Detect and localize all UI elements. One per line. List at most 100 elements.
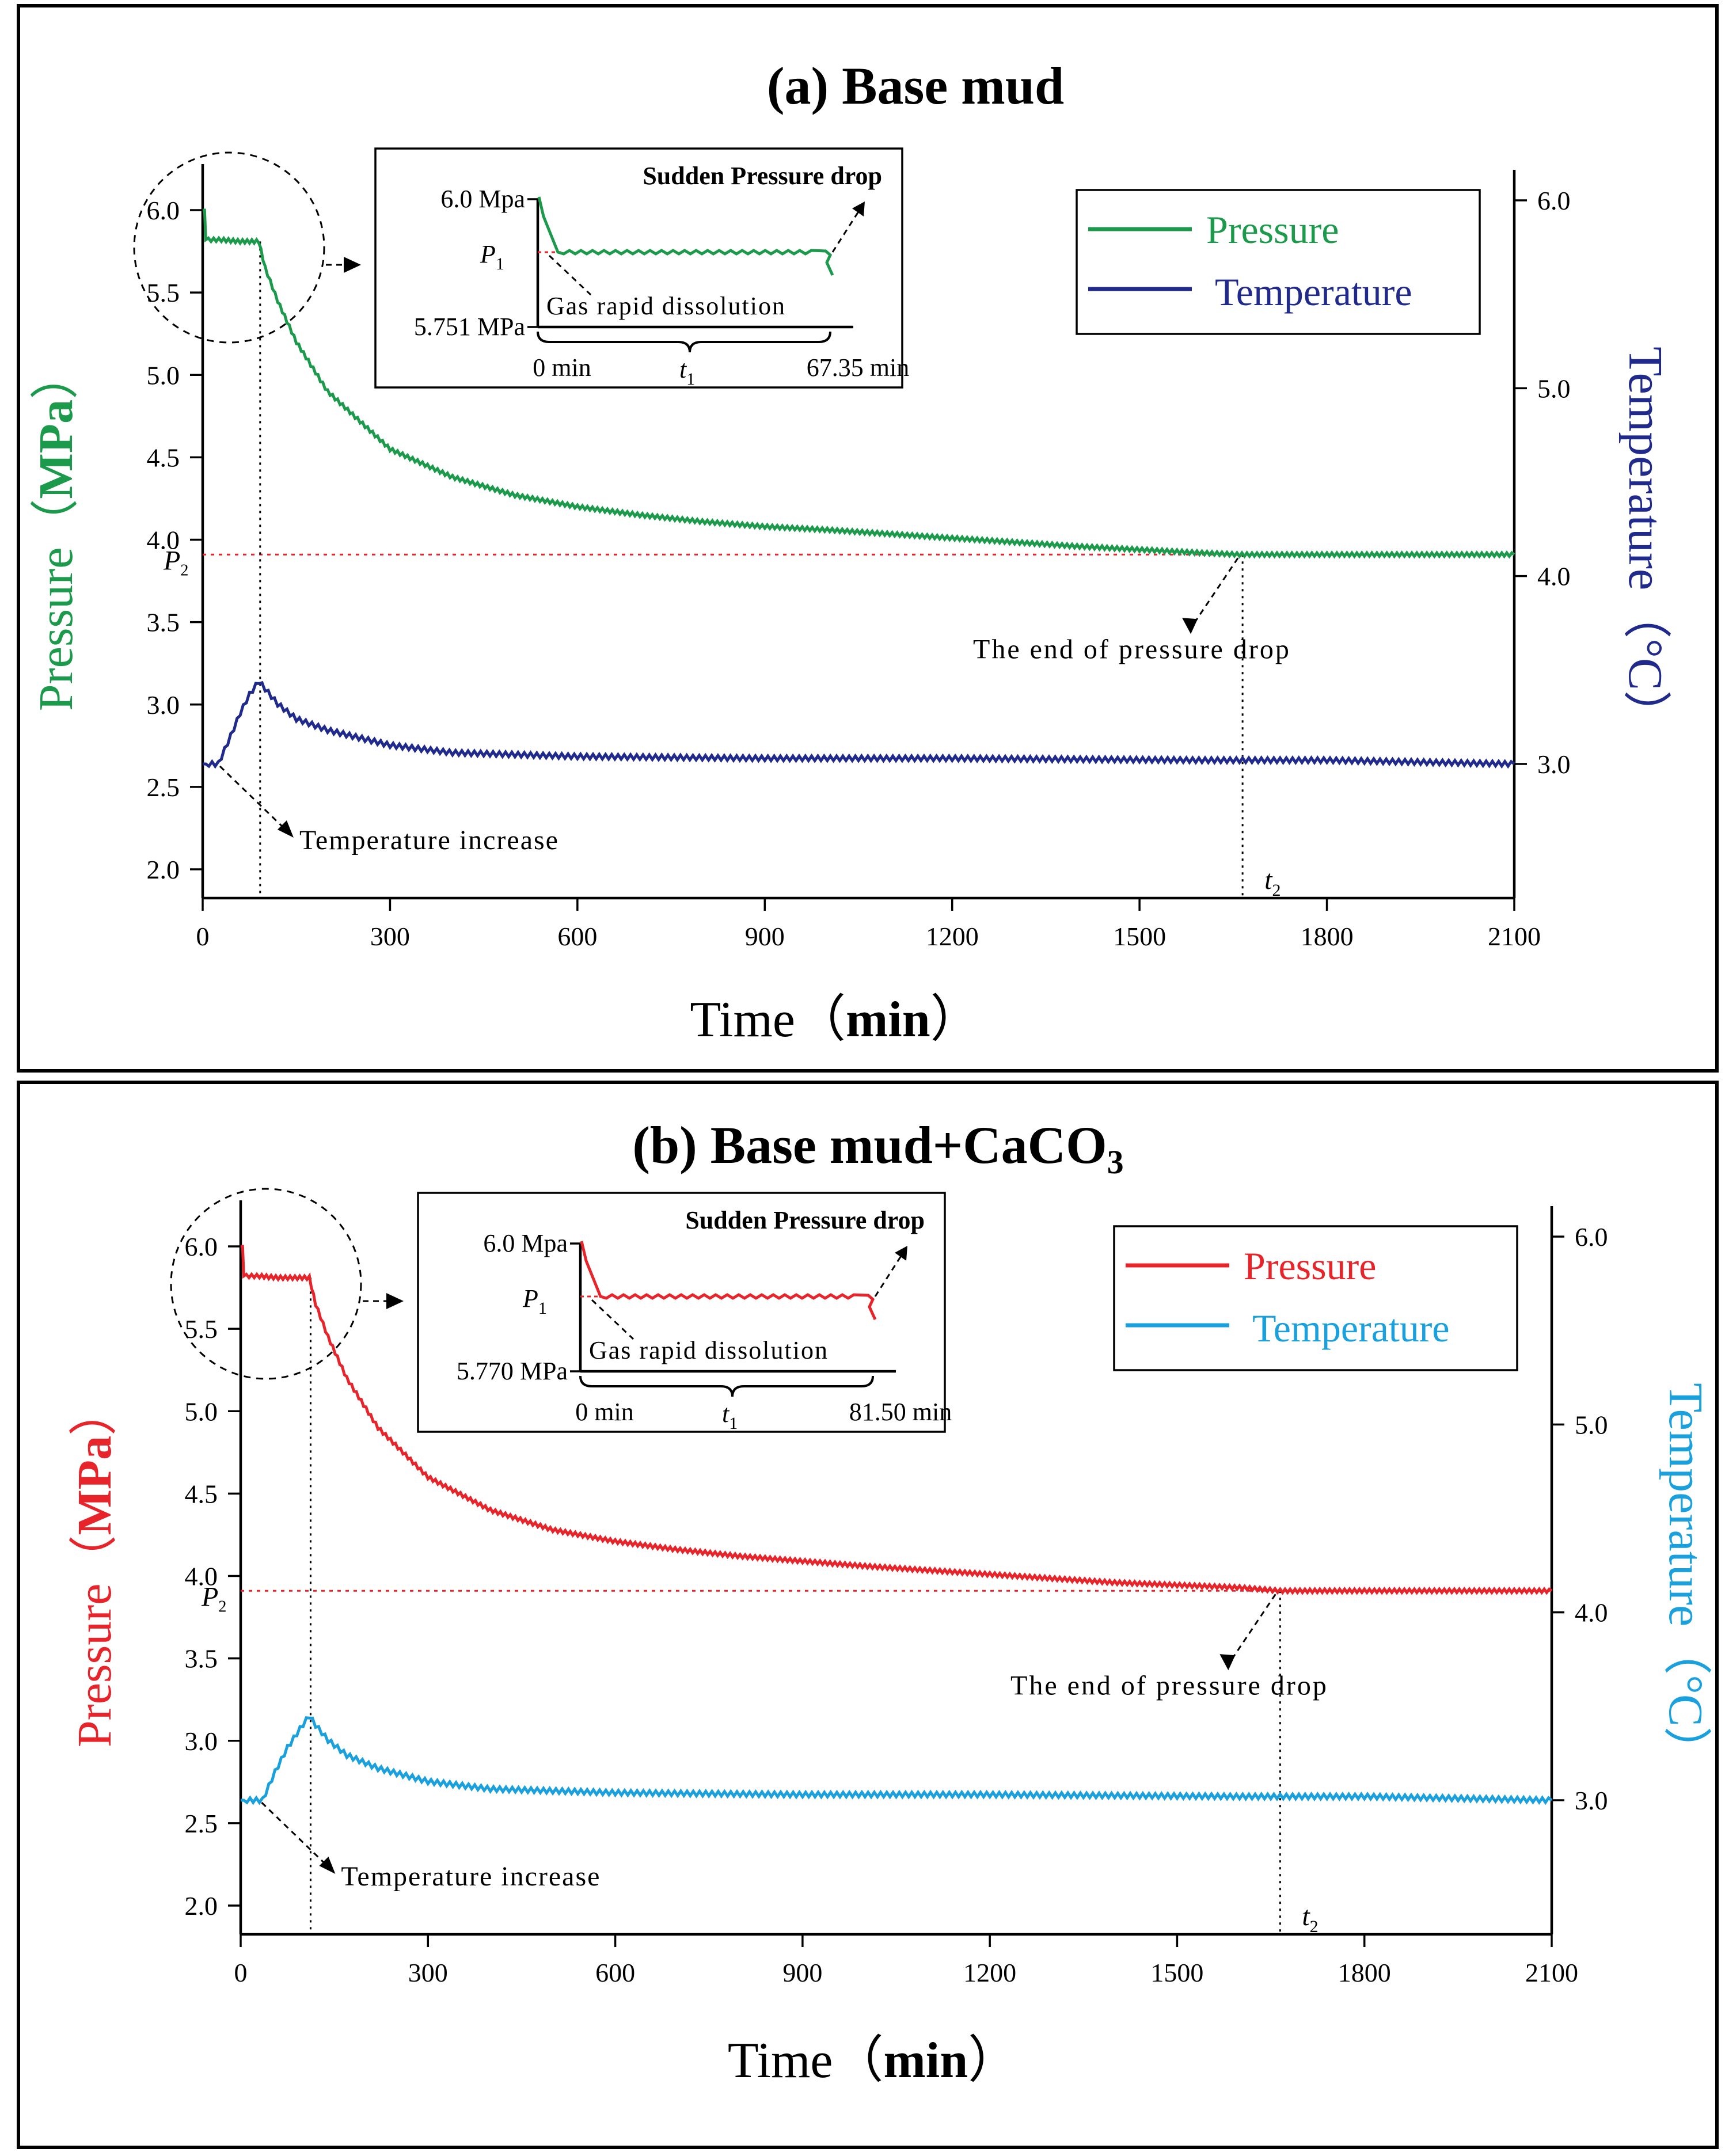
- y2-tick-label: 5.0: [1575, 1410, 1608, 1439]
- x-axis-title: Time（min）: [690, 992, 981, 1048]
- x-tick-label: 1800: [1301, 922, 1354, 951]
- inset-t1-label-main: t: [722, 1400, 730, 1428]
- x-axis-title-close: ）: [968, 2033, 1019, 2089]
- y-tick-label: 2.5: [147, 773, 180, 802]
- x-tick-label: 1200: [926, 922, 979, 951]
- end-drop-label: The end of pressure drop: [973, 634, 1291, 664]
- x-axis-title-text: Time（: [728, 2033, 884, 2089]
- y2-axis-title: Temperature（°C）: [1618, 347, 1672, 739]
- inset-x-end: 81.50 min: [849, 1398, 952, 1426]
- y2-tick-label: 3.0: [1575, 1786, 1608, 1815]
- y-tick-label: 2.0: [185, 1891, 218, 1921]
- y-tick-label: 4.0: [147, 526, 180, 555]
- legend-pressure-label: Pressure: [1206, 208, 1339, 252]
- chart-title-sub: 3: [1107, 1143, 1124, 1181]
- y-axis-title-unit: MPa: [68, 1436, 121, 1535]
- y-tick-label: 6.0: [185, 1232, 218, 1261]
- inset-dissolution-label: Gas rapid dissolution: [546, 292, 786, 320]
- y-axis-title-text: Pressure（: [29, 499, 83, 712]
- inset-brace: [537, 331, 831, 353]
- inset-dissolution-label: Gas rapid dissolution: [589, 1336, 829, 1364]
- y2-tick-label: 6.0: [1537, 186, 1571, 215]
- y-axis-title: Pressure（MPa）: [29, 351, 83, 711]
- y-tick-label: 6.0: [147, 196, 180, 225]
- inset-t1-label-sub: 1: [686, 370, 695, 389]
- x-axis-title-close: ）: [930, 992, 981, 1048]
- legend-temperature-label: Temperature: [1215, 270, 1412, 314]
- y-tick-label: 4.0: [185, 1562, 218, 1591]
- inset-p1-label-main: P: [480, 240, 496, 268]
- x-tick-label: 300: [408, 1958, 448, 1987]
- x-tick-label: 1200: [963, 1958, 1016, 1987]
- legend: Pressure Temperature: [1113, 1225, 1518, 1371]
- inset-p1-label: P1: [480, 240, 504, 273]
- end-drop-label: The end of pressure drop: [1010, 1670, 1328, 1701]
- temp-increase-label: Temperature increase: [299, 825, 559, 855]
- y-axis-title-close: ）: [68, 1387, 121, 1436]
- temp-increase-arrow: [219, 765, 287, 831]
- p2-label-main: P: [163, 545, 180, 576]
- temp-increase-arrowhead: [277, 820, 294, 838]
- p2-label-sub: 2: [218, 1598, 226, 1615]
- t2-label: t2: [1264, 865, 1281, 900]
- inset-top-label: 6.0 Mpa: [483, 1229, 568, 1257]
- x-tick-label: 2100: [1525, 1958, 1578, 1987]
- legend-pressure-label: Pressure: [1244, 1244, 1376, 1288]
- x-tick-label: 900: [782, 1958, 822, 1987]
- t2-label: t2: [1302, 1901, 1318, 1936]
- y2-tick-label: 5.0: [1537, 374, 1571, 403]
- panel-b: (b) Base mud+CaCO3 0 300 600 900 1200 1500 1800…: [17, 1081, 1719, 2149]
- y-axis-title-text: Pressure（: [68, 1535, 121, 1748]
- inset-border: [417, 1192, 946, 1433]
- inset-pressure-trace: [537, 196, 834, 276]
- series-pressure: [203, 208, 1515, 559]
- y-tick-label: 4.5: [147, 443, 180, 472]
- y-tick-label: 4.5: [185, 1479, 218, 1508]
- x-tick-label: 1500: [1150, 1958, 1203, 1987]
- y-tick-label: 5.5: [185, 1314, 218, 1344]
- x-tick-label: 600: [595, 1958, 635, 1987]
- y-tick-label: 3.5: [147, 608, 180, 637]
- inset-pressure-trace: [580, 1241, 877, 1321]
- inset-t1-label-main: t: [679, 355, 687, 383]
- panel-border: [17, 1081, 1719, 2149]
- y-axis-title-unit: MPa: [29, 400, 83, 499]
- zoom-arrowhead: [344, 257, 361, 273]
- series-pressure: [241, 1245, 1553, 1595]
- t2-label-sub: 2: [1272, 881, 1281, 900]
- x-tick-label: 600: [557, 922, 597, 951]
- x-tick-label: 0: [196, 922, 210, 951]
- y-tick-label: 3.5: [185, 1644, 218, 1674]
- t2-label-main: t: [1264, 865, 1273, 895]
- chart-title: (a) Base mud: [767, 56, 1064, 115]
- zoom-circle: [170, 1188, 362, 1380]
- end-drop-arrowhead: [1219, 1654, 1236, 1671]
- end-drop-arrow: [1228, 1594, 1276, 1666]
- x-tick-label: 1800: [1338, 1958, 1391, 1987]
- legend-border: [1113, 1225, 1518, 1371]
- legend: Pressure Temperature: [1076, 189, 1481, 335]
- x-axis-title-unit: min: [883, 2033, 968, 2089]
- x-tick-label: 300: [370, 922, 410, 951]
- x-tick-label: 2100: [1488, 922, 1541, 951]
- y2-tick-label: 6.0: [1575, 1222, 1608, 1252]
- t2-label-sub: 2: [1310, 1917, 1319, 1936]
- end-drop-arrow: [1190, 557, 1239, 629]
- temp-increase-arrow: [261, 1801, 329, 1868]
- y2-tick-label: 4.0: [1575, 1598, 1608, 1628]
- inset-sudden-arrowhead: [895, 1246, 907, 1261]
- y-axis-title-close: ）: [29, 351, 83, 400]
- inset-bottom-label: 5.751 MPa: [414, 313, 525, 341]
- panel-a: (a) Base mud 0 300 600 900 1200 1500 1800 2100 2.…: [17, 4, 1719, 1073]
- inset-border: [374, 147, 903, 389]
- p2-label: P2: [163, 545, 188, 579]
- y-tick-label: 3.0: [147, 690, 180, 720]
- y-tick-label: 5.5: [147, 278, 180, 307]
- p2-label-main: P: [201, 1581, 218, 1612]
- y-tick-label: 3.0: [185, 1727, 218, 1756]
- temp-increase-label: Temperature increase: [341, 1861, 601, 1892]
- inset-p1-label-sub: 1: [538, 1299, 547, 1318]
- x-tick-label: 900: [745, 922, 785, 951]
